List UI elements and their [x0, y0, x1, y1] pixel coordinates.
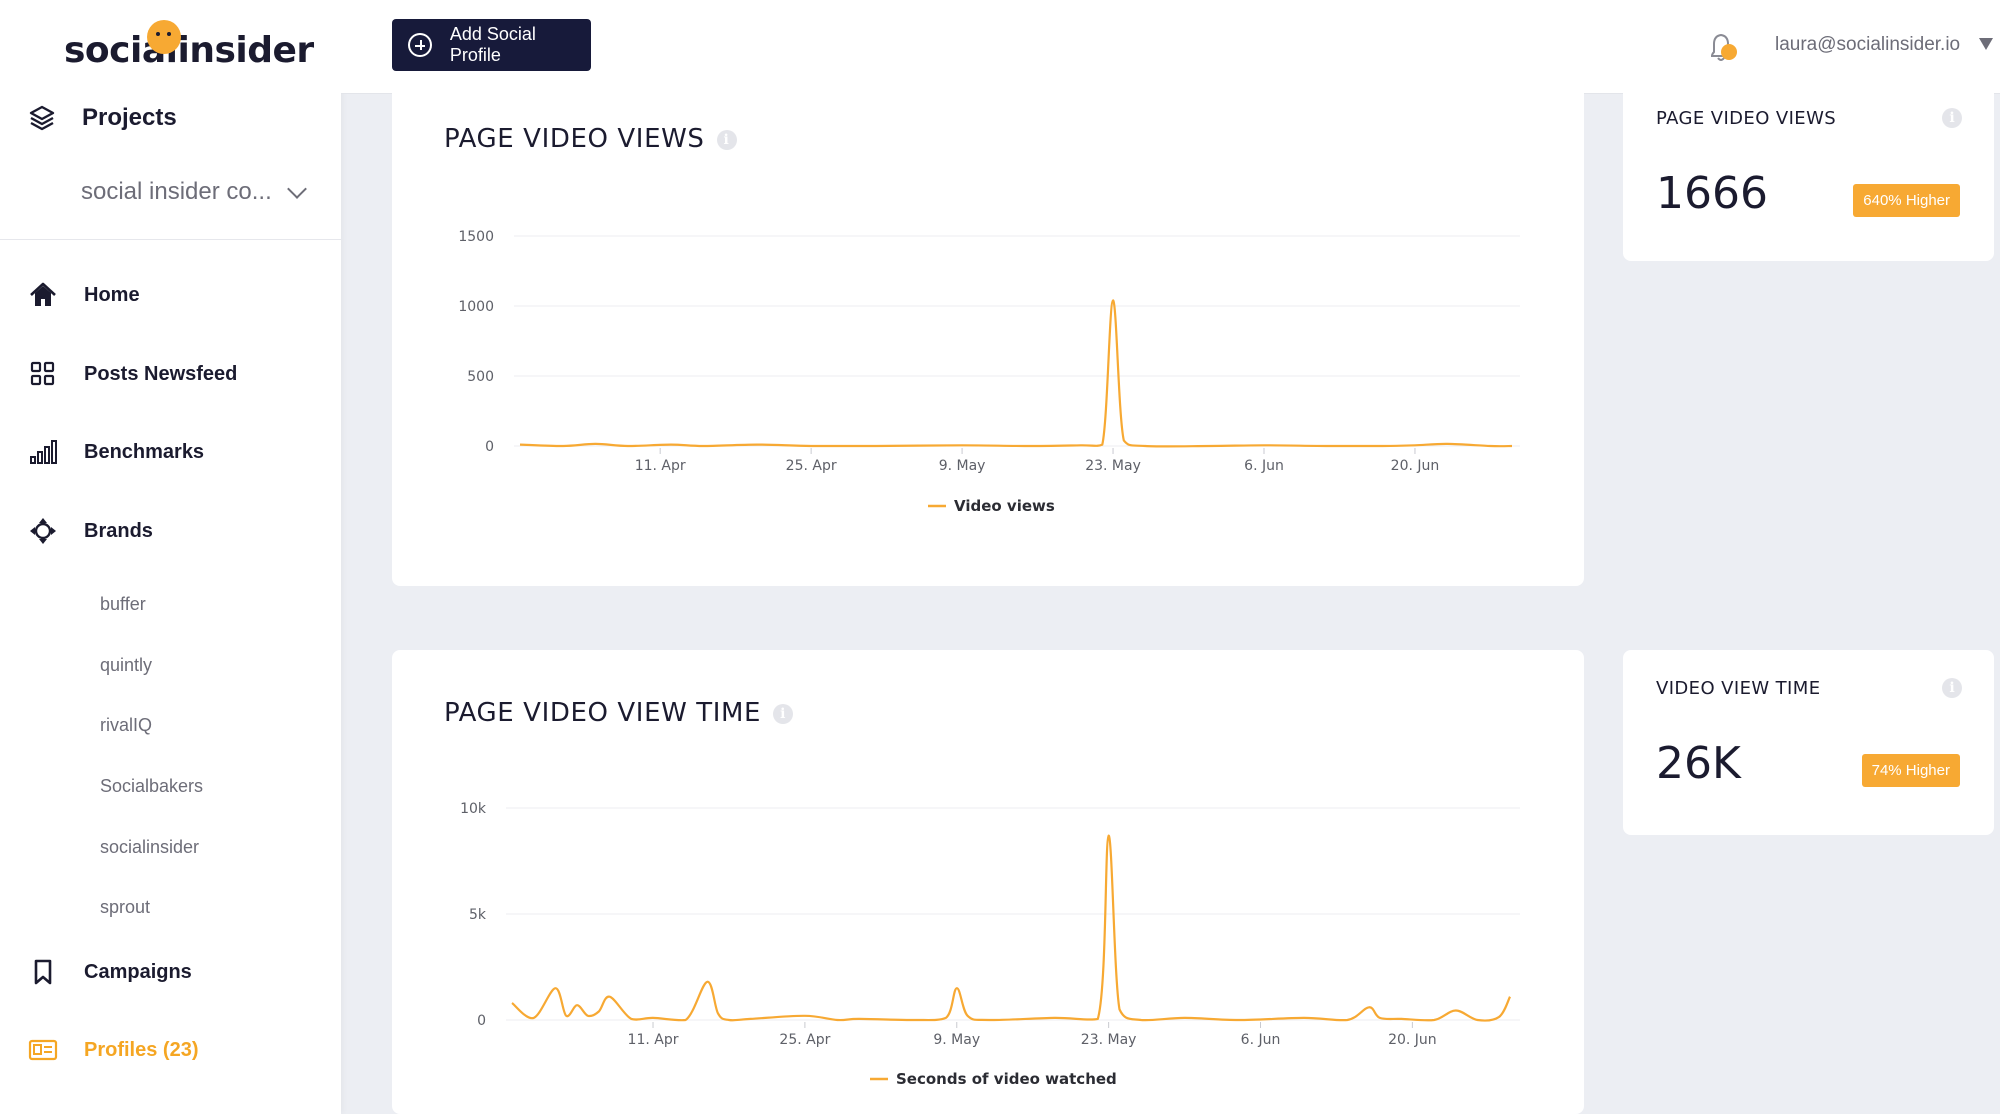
id-card-icon — [28, 1039, 58, 1061]
x-tick-label: 6. Jun — [1241, 1032, 1281, 1048]
series-line — [511, 834, 1511, 1022]
legend-item: Video views — [928, 497, 1055, 515]
info-icon[interactable]: i — [1942, 678, 1962, 698]
bell-icon[interactable] — [1702, 30, 1742, 66]
y-tick-label: 0 — [477, 1013, 486, 1029]
logo-text: socialinsider — [64, 30, 314, 71]
y-tick-label: 10k — [460, 801, 487, 817]
grid-icon — [30, 361, 55, 386]
chart-title-text: PAGE VIDEO VIEW TIME — [444, 698, 762, 728]
sidebar-item-campaigns[interactable]: Campaigns — [28, 957, 192, 987]
y-tick-label: 500 — [467, 369, 494, 385]
top-bar: Add Social Profile laura@socialinsider.i… — [341, 0, 2000, 94]
stat-value: 26K — [1656, 738, 1741, 789]
projects-header[interactable]: Projects — [28, 104, 177, 132]
sidebar-item-label: Benchmarks — [84, 440, 205, 463]
project-select[interactable]: social insider co... — [81, 178, 307, 206]
sidebar-item-label: Brands — [84, 519, 153, 542]
sidebar-item-profiles[interactable]: Profiles (23) — [28, 1035, 198, 1065]
add-social-profile-button[interactable]: Add Social Profile — [392, 19, 591, 71]
brand-item[interactable]: socialinsider — [100, 837, 200, 857]
stat-title: VIDEO VIEW TIME — [1656, 678, 1821, 699]
user-email[interactable]: laura@socialinsider.io — [1775, 34, 1961, 55]
logo-dot-icon — [147, 20, 181, 54]
chart-title: PAGE VIDEO VIEWS i — [444, 124, 737, 154]
bookmark-icon — [34, 959, 52, 985]
comparison-badge: 640% Higher — [1853, 184, 1960, 217]
page-video-view-time-chart: 0 5k 10k 11. Apr 25. Apr 9. May 23. May 6. Jun 2… — [460, 801, 1520, 1088]
legend-label: Video views — [954, 497, 1055, 515]
y-tick-label: 1000 — [458, 299, 494, 315]
layers-icon — [29, 105, 55, 131]
sidebar-item-home[interactable]: Home — [28, 280, 140, 310]
project-select-value: social insider co... — [81, 178, 272, 205]
brand-item[interactable]: buffer — [100, 594, 146, 614]
sidebar-item-label: Profiles (23) — [84, 1038, 199, 1061]
caret-down-icon[interactable] — [1979, 38, 1993, 50]
x-tick-label: 9. May — [939, 458, 986, 474]
legend-item: Seconds of video watched — [870, 1070, 1117, 1088]
bar-chart-icon — [30, 440, 57, 464]
comparison-badge: 74% Higher — [1861, 754, 1960, 787]
sidebar: socialinsider Projects social insider co… — [0, 0, 341, 1114]
x-tick-label: 6. Jun — [1244, 458, 1284, 474]
y-tick-label: 5k — [469, 907, 487, 923]
y-tick-label: 1500 — [458, 229, 494, 245]
series-line — [519, 299, 1513, 448]
x-tick-label: 23. May — [1081, 1032, 1137, 1048]
socialinsider-logo[interactable]: socialinsider — [64, 20, 314, 82]
add-social-profile-label: Add Social Profile — [449, 24, 536, 65]
home-icon — [30, 282, 56, 306]
sidebar-item-label: Campaigns — [84, 960, 192, 983]
brand-item[interactable]: rivalIQ — [100, 715, 153, 735]
x-tick-label: 20. Jun — [1388, 1032, 1437, 1048]
stat-title: PAGE VIDEO VIEWS — [1656, 108, 1837, 129]
page-video-views-stat-card: PAGE VIDEO VIEWS i 1666 640% Higher — [1623, 80, 1994, 261]
info-icon[interactable]: i — [773, 703, 794, 724]
page-video-views-chart: 0 500 1000 1500 11. Apr 25. Apr 9. May 23. May 6… — [458, 229, 1520, 515]
plus-circle-icon — [408, 33, 432, 57]
sidebar-item-benchmarks[interactable]: Benchmarks — [28, 437, 204, 467]
x-tick-label: 25. Apr — [786, 458, 837, 474]
crosshair-icon — [30, 518, 56, 544]
y-tick-label: 0 — [485, 439, 494, 455]
page-video-view-time-card: PAGE VIDEO VIEW TIME i 0 5k 10k 11. Apr 25. A… — [392, 650, 1584, 1114]
info-icon[interactable]: i — [1942, 108, 1962, 128]
projects-label: Projects — [82, 104, 177, 131]
x-tick-label: 23. May — [1085, 458, 1141, 474]
sidebar-item-brands[interactable]: Brands — [28, 516, 153, 546]
chevron-down-icon — [286, 179, 307, 199]
info-icon[interactable]: i — [716, 129, 737, 150]
x-tick-label: 20. Jun — [1391, 458, 1440, 474]
x-tick-label: 9. May — [933, 1032, 980, 1048]
sidebar-item-label: Posts Newsfeed — [84, 362, 238, 385]
x-tick-label: 11. Apr — [635, 458, 686, 474]
chart-title: PAGE VIDEO VIEW TIME i — [444, 698, 794, 728]
x-tick-label: 11. Apr — [628, 1032, 679, 1048]
stat-value: 1666 — [1656, 168, 1768, 219]
x-tick-label: 25. Apr — [779, 1032, 830, 1048]
brand-item[interactable]: quintly — [100, 655, 153, 675]
sidebar-divider — [0, 239, 341, 240]
sidebar-item-label: Home — [84, 283, 140, 306]
video-view-time-stat-card: VIDEO VIEW TIME i 26K 74% Higher — [1623, 650, 1994, 835]
page-video-views-card: PAGE VIDEO VIEWS i 0 500 1000 1500 11. Apr 25.… — [392, 80, 1584, 586]
chart-title-text: PAGE VIDEO VIEWS — [444, 124, 705, 154]
brand-item[interactable]: sprout — [100, 897, 151, 917]
brand-item[interactable]: Socialbakers — [100, 776, 204, 796]
sidebar-item-posts-newsfeed[interactable]: Posts Newsfeed — [28, 359, 237, 389]
legend-label: Seconds of video watched — [896, 1070, 1117, 1088]
